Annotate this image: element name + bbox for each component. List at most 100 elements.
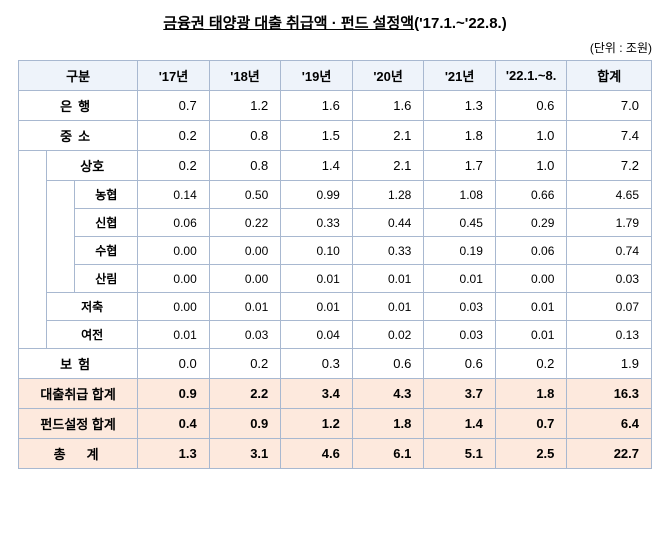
cell-label: 상호 — [47, 151, 138, 181]
cell: 0.2 — [138, 151, 210, 181]
row-savings: 저축 0.00 0.01 0.01 0.01 0.03 0.01 0.07 — [19, 293, 652, 321]
cell: 0.13 — [567, 321, 652, 349]
cell: 1.08 — [424, 181, 496, 209]
cell: 1.4 — [281, 151, 353, 181]
cell: 0.44 — [352, 209, 424, 237]
cell: 1.28 — [352, 181, 424, 209]
cell: 1.8 — [352, 409, 424, 439]
cell-label: 은행 — [19, 91, 138, 121]
cell: 0.07 — [567, 293, 652, 321]
row-shinhyup: 신협 0.06 0.22 0.33 0.44 0.45 0.29 1.79 — [19, 209, 652, 237]
page-title: 금융권 태양광 대출 취급액 · 펀드 설정액('17.1.~'22.8.) — [18, 12, 652, 33]
data-table: 구분 '17년 '18년 '19년 '20년 '21년 '22.1.~8. 합계… — [18, 60, 652, 469]
cell: 6.4 — [567, 409, 652, 439]
cell: 0.33 — [352, 237, 424, 265]
row-bank: 은행 0.7 1.2 1.6 1.6 1.3 0.6 7.0 — [19, 91, 652, 121]
col-total: 합계 — [567, 61, 652, 91]
cell: 4.6 — [281, 439, 353, 469]
cell: 0.00 — [138, 293, 210, 321]
row-mutual: 상호 0.2 0.8 1.4 2.1 1.7 1.0 7.2 — [19, 151, 652, 181]
cell: 4.3 — [352, 379, 424, 409]
cell: 0.06 — [495, 237, 567, 265]
cell: 0.6 — [352, 349, 424, 379]
cell: 0.01 — [209, 293, 281, 321]
cell-label: 보험 — [19, 349, 138, 379]
cell-label: 수협 — [75, 237, 138, 265]
cell-label: 산림 — [75, 265, 138, 293]
cell: 0.01 — [424, 265, 496, 293]
row-suhyup: 수협 0.00 0.00 0.10 0.33 0.19 0.06 0.74 — [19, 237, 652, 265]
cell: 16.3 — [567, 379, 652, 409]
cell: 7.2 — [567, 151, 652, 181]
cell: 0.01 — [495, 321, 567, 349]
cell: 0.14 — [138, 181, 210, 209]
cell: 0.99 — [281, 181, 353, 209]
cell: 22.7 — [567, 439, 652, 469]
title-period: ('17.1.~'22.8.) — [414, 15, 507, 32]
cell: 0.00 — [495, 265, 567, 293]
cell: 0.00 — [138, 265, 210, 293]
row-grand-total: 총 계 1.3 3.1 4.6 6.1 5.1 2.5 22.7 — [19, 439, 652, 469]
cell: 0.3 — [281, 349, 353, 379]
cell: 4.65 — [567, 181, 652, 209]
cell: 7.0 — [567, 91, 652, 121]
cell: 0.4 — [138, 409, 210, 439]
row-insurance: 보험 0.0 0.2 0.3 0.6 0.6 0.2 1.9 — [19, 349, 652, 379]
cell-label: 대출취급 합계 — [19, 379, 138, 409]
cell: 0.10 — [281, 237, 353, 265]
col-y21: '21년 — [424, 61, 496, 91]
cell: 0.6 — [424, 349, 496, 379]
cell-label: 저축 — [47, 293, 138, 321]
table-header-row: 구분 '17년 '18년 '19년 '20년 '21년 '22.1.~8. 합계 — [19, 61, 652, 91]
cell: 0.2 — [209, 349, 281, 379]
cell: 1.9 — [567, 349, 652, 379]
cell: 1.0 — [495, 151, 567, 181]
cell: 0.7 — [495, 409, 567, 439]
col-y19: '19년 — [281, 61, 353, 91]
cell: 0.8 — [209, 121, 281, 151]
unit-label: (단위 : 조원) — [18, 39, 652, 56]
cell: 0.74 — [567, 237, 652, 265]
cell: 0.9 — [138, 379, 210, 409]
cell: 0.7 — [138, 91, 210, 121]
cell: 0.29 — [495, 209, 567, 237]
cell: 3.4 — [281, 379, 353, 409]
cell: 1.5 — [281, 121, 353, 151]
cell: 0.00 — [209, 237, 281, 265]
cell-label: 농협 — [75, 181, 138, 209]
cell: 1.2 — [209, 91, 281, 121]
cell: 0.01 — [352, 293, 424, 321]
cell: 7.4 — [567, 121, 652, 151]
cell-label: 총 계 — [19, 439, 138, 469]
cell: 0.8 — [209, 151, 281, 181]
cell: 1.2 — [281, 409, 353, 439]
cell: 2.5 — [495, 439, 567, 469]
cell: 1.8 — [424, 121, 496, 151]
cell: 0.01 — [138, 321, 210, 349]
cell: 0.0 — [138, 349, 210, 379]
col-category: 구분 — [19, 61, 138, 91]
cell: 1.4 — [424, 409, 496, 439]
cell: 1.6 — [352, 91, 424, 121]
cell: 0.00 — [209, 265, 281, 293]
cell: 0.19 — [424, 237, 496, 265]
cell: 0.03 — [567, 265, 652, 293]
cell: 0.45 — [424, 209, 496, 237]
cell: 0.50 — [209, 181, 281, 209]
indent-spacer — [19, 151, 47, 349]
cell: 0.03 — [209, 321, 281, 349]
cell: 6.1 — [352, 439, 424, 469]
cell: 0.01 — [495, 293, 567, 321]
col-y17: '17년 — [138, 61, 210, 91]
cell: 1.7 — [424, 151, 496, 181]
cell: 0.00 — [138, 237, 210, 265]
cell: 2.1 — [352, 151, 424, 181]
cell: 0.33 — [281, 209, 353, 237]
cell: 1.3 — [138, 439, 210, 469]
title-main: 금융권 태양광 대출 취급액 · 펀드 설정액 — [163, 15, 414, 32]
row-nonbank: 중소 0.2 0.8 1.5 2.1 1.8 1.0 7.4 — [19, 121, 652, 151]
cell: 0.01 — [281, 265, 353, 293]
cell: 0.03 — [424, 321, 496, 349]
cell: 0.2 — [138, 121, 210, 151]
col-y18: '18년 — [209, 61, 281, 91]
